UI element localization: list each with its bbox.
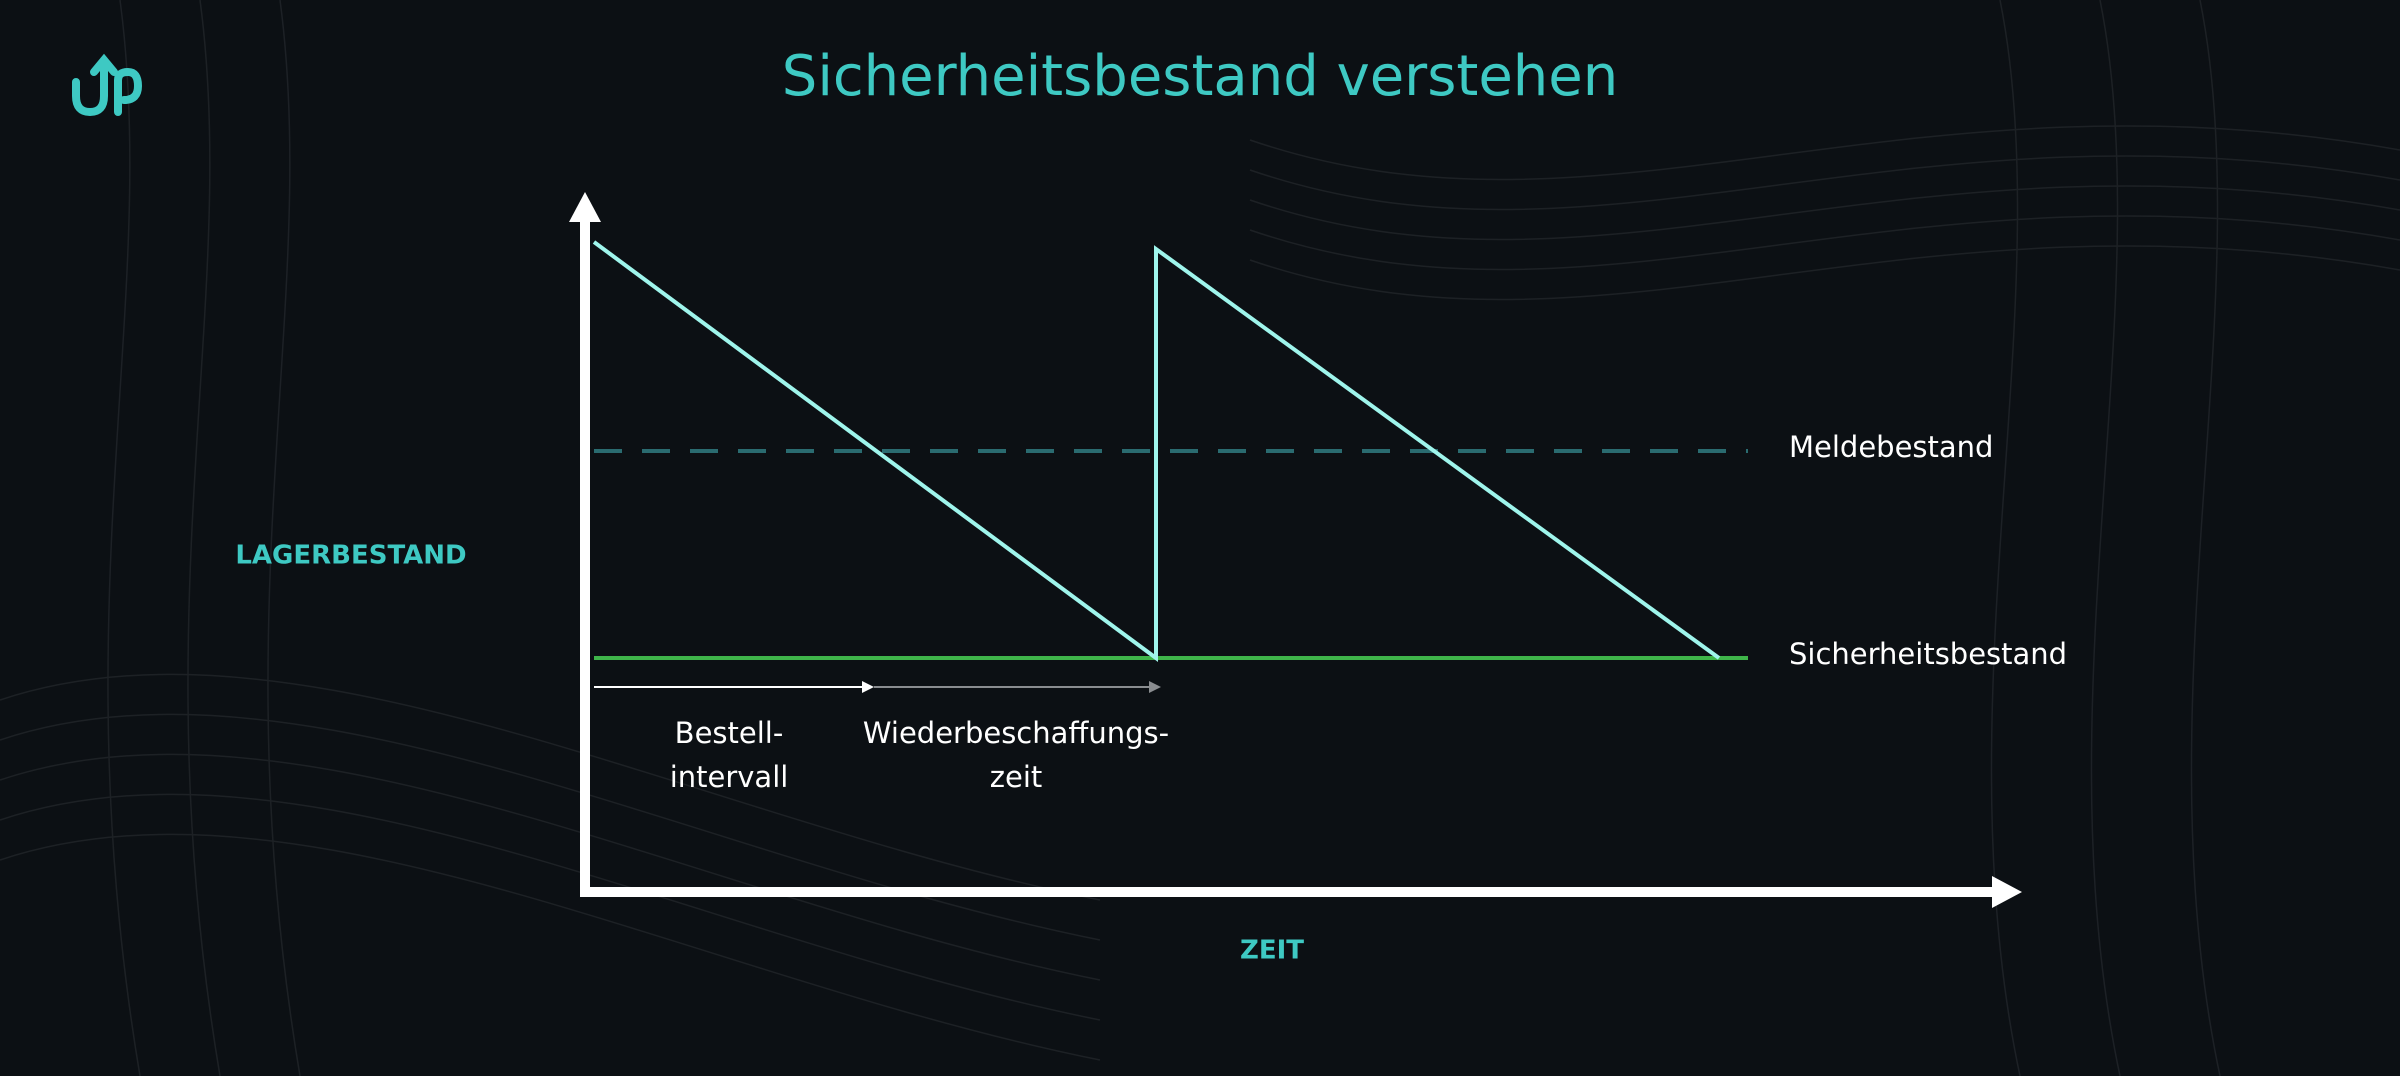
x-axis-arrowhead	[1992, 876, 2022, 908]
y-axis-label: LAGERBESTAND	[235, 541, 466, 571]
logo	[72, 53, 143, 117]
arrowhead	[1149, 681, 1161, 693]
title: Sicherheitsbestand verstehen	[782, 44, 1618, 109]
arrowhead	[862, 681, 874, 693]
interval-label: zeit	[990, 760, 1043, 794]
y-axis-arrowhead	[569, 192, 601, 222]
level-label: Meldebestand	[1789, 430, 1993, 464]
stock-sawtooth	[592, 240, 1721, 662]
x-axis-label: ZEIT	[1240, 936, 1304, 966]
level-label: Sicherheitsbestand	[1789, 637, 2067, 671]
interval-label: intervall	[670, 760, 789, 794]
interval-label: Wiederbeschaffungs-	[863, 716, 1169, 750]
interval-label: Bestell-	[675, 716, 784, 750]
